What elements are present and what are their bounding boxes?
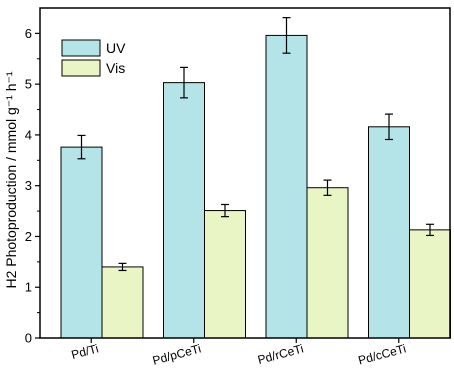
- legend: UV Vis: [61, 39, 126, 77]
- x-tick-label: Pd/cCeTi: [357, 341, 408, 367]
- x-axis: Pd/Ti Pd/pCeTi Pd/rCeTi Pd/cCeTi: [70, 338, 408, 368]
- y-tick-label: 1: [25, 280, 32, 295]
- bar-vis-1: [204, 210, 246, 339]
- y-tick-label: 0: [25, 331, 32, 346]
- legend-label-uv: UV: [106, 40, 126, 56]
- bar-vis-2: [306, 187, 349, 339]
- bar-vis-3: [409, 229, 451, 339]
- y-axis-label: H2 Photoproduction / mmol g⁻¹ h⁻¹: [3, 71, 19, 288]
- y-axis: 0 1 2 3 4 5 6: [25, 26, 40, 346]
- bar-uv-2: [265, 34, 308, 339]
- bar-uv-0: [60, 146, 103, 339]
- y-tick-label: 2: [25, 229, 32, 244]
- y-tick-label: 6: [25, 26, 32, 41]
- error-bars: [77, 17, 434, 272]
- legend-label-vis: Vis: [106, 60, 125, 76]
- bar-vis-0: [101, 266, 144, 339]
- y-tick-label: 4: [25, 127, 32, 142]
- legend-swatch-uv: [61, 39, 101, 57]
- bar-uv-3: [368, 126, 410, 339]
- y-tick-label: 3: [25, 178, 32, 193]
- y-tick-label: 5: [25, 77, 32, 92]
- x-tick-label: Pd/pCeTi: [151, 341, 203, 367]
- bars: [60, 34, 451, 339]
- bar-uv-1: [163, 82, 205, 339]
- plot-frame: [39, 7, 451, 339]
- x-tick-label: Pd/Ti: [70, 341, 100, 362]
- x-tick-label: Pd/rCeTi: [256, 341, 305, 367]
- legend-swatch-vis: [61, 59, 101, 77]
